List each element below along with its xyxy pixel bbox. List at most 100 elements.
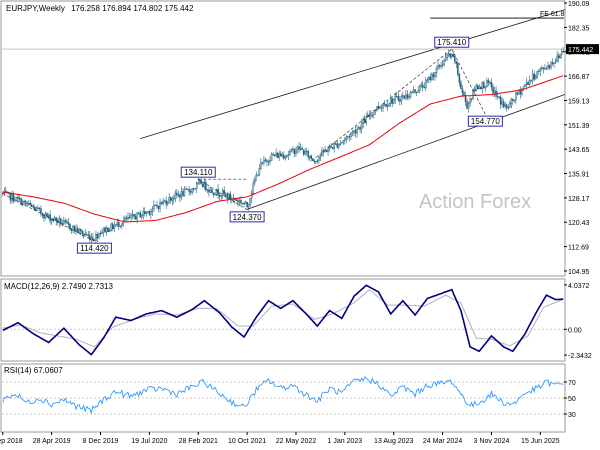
price-candle-body — [356, 129, 358, 134]
price-candle-body — [316, 160, 319, 162]
x-tick-label: 3 Nov 2024 — [474, 438, 510, 445]
price-candle-body — [327, 148, 329, 153]
price-candle-body — [515, 92, 517, 101]
x-tick-label: 10 Oct 2021 — [228, 438, 266, 445]
price-candle-body — [229, 193, 232, 200]
price-candle-body — [460, 82, 462, 90]
price-candle-body — [394, 96, 396, 100]
price-candle-body — [20, 198, 22, 206]
price-candle-body — [72, 225, 74, 231]
price-candle-body — [510, 98, 513, 104]
price-candle-body — [312, 158, 314, 162]
price-candle-body — [438, 65, 441, 67]
price-candle-body — [200, 180, 203, 185]
price-candle-body — [541, 67, 543, 70]
channel-lower-line — [246, 94, 565, 210]
price-candle-body — [21, 200, 24, 206]
dashed-projection-line — [451, 49, 486, 115]
price-candle-body — [318, 157, 320, 161]
x-tick-label: 22 May 2022 — [276, 438, 317, 445]
price-candle-body — [185, 188, 187, 190]
price-candle-body — [299, 147, 302, 150]
rsi-y-tick-label: 30 — [568, 412, 576, 419]
pivot-label: 154.770 — [471, 117, 500, 126]
price-candle-body — [492, 86, 494, 94]
price-candle-body — [528, 80, 531, 86]
price-candle-body — [31, 204, 33, 207]
rsi-plot — [2, 376, 564, 415]
price-candle-body — [405, 94, 407, 99]
price-candle-body — [388, 103, 390, 106]
price-candle-body — [554, 60, 557, 64]
price-candle-body — [487, 80, 490, 83]
price-candle-body — [221, 190, 224, 196]
price-candle-body — [95, 234, 97, 241]
price-candle-body — [360, 123, 363, 130]
price-candle-body — [272, 154, 274, 156]
price-candle-body — [249, 198, 251, 205]
price-candle-body — [224, 193, 227, 195]
price-y-tick-label: 151.39 — [568, 123, 590, 130]
price-candle-body — [400, 96, 403, 102]
price-candle-body — [202, 183, 204, 188]
price-candle-body — [443, 60, 445, 65]
price-candle-body — [305, 151, 308, 153]
price-candle-body — [531, 73, 534, 81]
price-candle-body — [560, 51, 563, 55]
price-candle-body — [290, 148, 293, 152]
price-candle-body — [464, 95, 467, 102]
price-candle-body — [55, 217, 57, 222]
price-candle-body — [148, 211, 151, 215]
price-candle-body — [105, 227, 108, 233]
price-candle-body — [490, 82, 493, 88]
price-candle-body — [417, 90, 419, 93]
price-candle-body — [81, 230, 83, 235]
price-candle-body — [179, 194, 181, 198]
pivot-label: 124.370 — [233, 213, 262, 222]
price-candle-body — [139, 212, 141, 218]
price-candle-body — [533, 73, 535, 80]
price-candle-body — [454, 56, 456, 62]
price-candle-body — [243, 203, 245, 205]
price-candle-body — [409, 91, 412, 97]
price-candle-body — [177, 194, 180, 196]
price-candle-body — [286, 155, 288, 158]
macd-y-tick-label: 4.0372 — [568, 283, 590, 290]
x-tick-label: 16 Sep 2018 — [0, 438, 23, 445]
price-candle-body — [53, 217, 56, 221]
price-candle-body — [380, 107, 383, 109]
x-tick-label: 24 Mar 2024 — [423, 438, 462, 445]
price-candle-body — [347, 136, 349, 138]
price-candle-body — [545, 68, 548, 70]
price-candle-body — [163, 200, 166, 202]
pivot-label: 114.420 — [80, 244, 109, 253]
price-candle-body — [194, 188, 196, 190]
price-candle-body — [399, 99, 401, 102]
price-candle-body — [247, 203, 250, 208]
price-candle-body — [98, 233, 100, 239]
price-candle-body — [168, 197, 170, 204]
price-candle-body — [121, 223, 123, 227]
price-candle-body — [525, 82, 528, 85]
price-candle-body — [447, 53, 450, 56]
x-tick-label: 1 Jan 2023 — [328, 438, 363, 445]
price-candle-body — [509, 103, 511, 108]
price-y-tick-label: 182.35 — [568, 25, 590, 32]
price-candle-body — [75, 228, 77, 231]
price-candle-body — [359, 127, 361, 130]
price-candle-body — [220, 195, 222, 197]
price-candle-body — [446, 54, 448, 58]
price-candle-body — [104, 227, 106, 233]
price-candle-body — [12, 194, 15, 202]
price-candle-body — [136, 212, 138, 220]
price-candle-body — [90, 237, 93, 240]
price-candle-body — [142, 211, 145, 216]
price-candle-body — [559, 54, 561, 59]
price-candle-body — [237, 200, 239, 203]
price-candle-body — [536, 70, 539, 77]
price-candle-body — [420, 84, 422, 87]
price-candle-body — [37, 207, 39, 209]
price-candle-body — [162, 200, 164, 205]
price-candle-body — [27, 202, 30, 205]
price-candle-body — [467, 102, 470, 109]
